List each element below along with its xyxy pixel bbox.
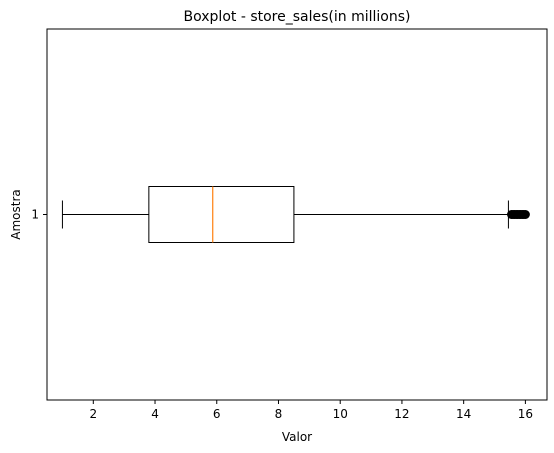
x-tick-label: 6 xyxy=(213,407,221,421)
y-tick-label: 1 xyxy=(31,208,39,222)
y-axis-ticks: 1 xyxy=(31,208,47,222)
y-axis-label: Amostra xyxy=(9,189,23,239)
plot-area: 2 4 6 8 10 12 14 16 1 xyxy=(31,28,548,421)
x-tick-label: 8 xyxy=(275,407,283,421)
iqr-box xyxy=(148,186,295,243)
outlier-point xyxy=(520,210,530,219)
x-tick-label: 14 xyxy=(456,407,471,421)
x-axis-label: Valor xyxy=(282,430,312,444)
x-tick-label: 12 xyxy=(394,407,409,421)
chart-title: Boxplot - store_sales(in millions) xyxy=(184,9,411,25)
x-tick-label: 2 xyxy=(89,407,97,421)
x-axis-ticks: 2 4 6 8 10 12 14 16 xyxy=(89,400,533,421)
x-tick-label: 10 xyxy=(333,407,348,421)
x-tick-label: 4 xyxy=(151,407,159,421)
x-tick-label: 16 xyxy=(518,407,533,421)
box-group xyxy=(61,186,530,243)
